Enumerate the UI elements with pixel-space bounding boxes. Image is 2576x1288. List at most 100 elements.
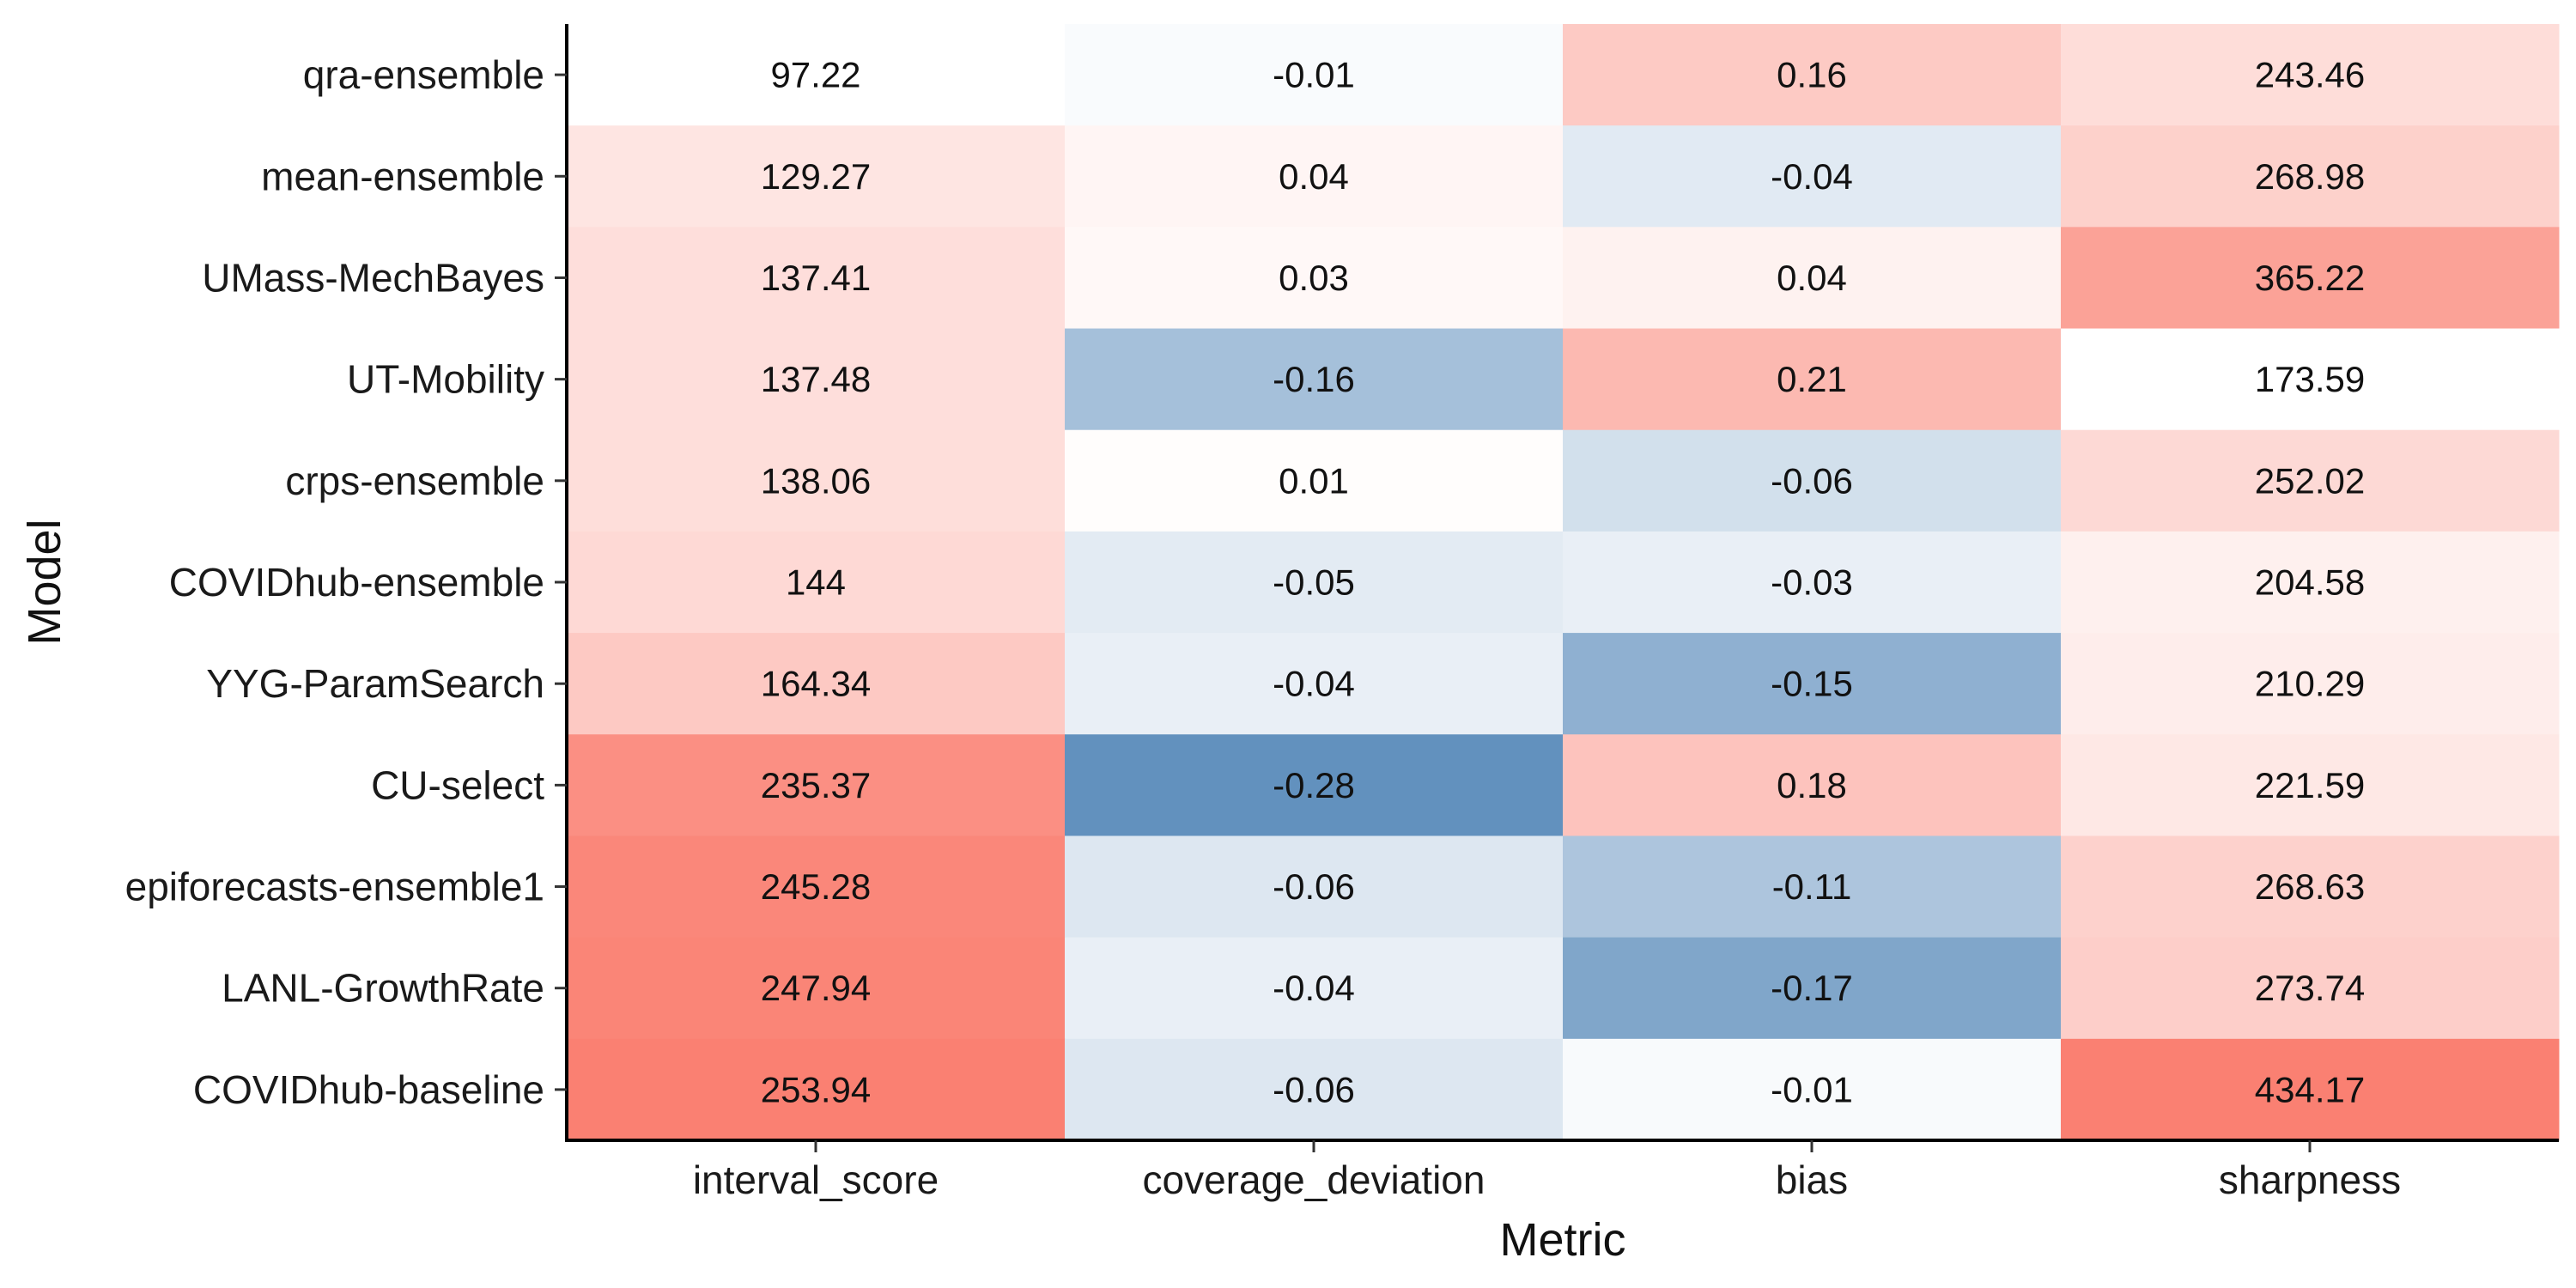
heatmap-cell — [1563, 227, 2062, 330]
heatmap-cell — [1065, 633, 1564, 735]
cell-value-label: 235.37 — [761, 765, 871, 805]
heatmap-cell — [1065, 734, 1564, 836]
heatmap-cell — [2061, 24, 2560, 126]
heatmap-cell — [567, 227, 1066, 330]
cell-value-label: 221.59 — [2255, 765, 2365, 805]
cell-value-label: 0.04 — [1279, 156, 1349, 197]
heatmap-cell — [2061, 429, 2560, 532]
x-tick-label: interval_score — [693, 1157, 939, 1202]
cell-value-label: 0.21 — [1777, 359, 1847, 399]
y-tick-label: UMass-MechBayes — [202, 255, 544, 300]
y-tick-label: COVIDhub-baseline — [193, 1067, 544, 1112]
cell-value-label: -0.04 — [1771, 156, 1853, 197]
cell-value-label: -0.04 — [1273, 968, 1355, 1008]
x-axis-ticks: interval_score coverage_deviation bias shar… — [693, 1140, 2401, 1202]
y-tick-label: epiforecasts-ensemble1 — [125, 865, 544, 909]
heatmap-cell — [1065, 937, 1564, 1040]
cell-value-label: 268.98 — [2255, 156, 2365, 197]
heatmap-cell — [2061, 734, 2560, 836]
heatmap-cell — [567, 24, 1066, 126]
heatmap-cell — [1563, 835, 2062, 939]
x-tick-label: bias — [1776, 1157, 1848, 1202]
cell-value-label: 210.29 — [2255, 664, 2365, 704]
cell-value-label: -0.17 — [1771, 968, 1853, 1008]
heatmap-cell — [2061, 227, 2560, 330]
cell-value-label: 268.63 — [2255, 866, 2365, 907]
cell-value-label: 144 — [786, 562, 846, 603]
cell-value-label: 138.06 — [761, 460, 871, 501]
heatmap-cell — [1065, 835, 1564, 939]
cell-value-label: -0.05 — [1273, 562, 1355, 603]
heatmap-cell — [1065, 125, 1564, 228]
heatmap-cell — [1563, 531, 2062, 634]
cell-value-label: -0.04 — [1273, 664, 1355, 704]
heatmap-cell — [1563, 633, 2062, 735]
cell-value-labels: 97.22 -0.01 0.16 243.46 129.27 0.04 -0.04 268.9… — [761, 55, 2365, 1110]
cell-value-label: 434.17 — [2255, 1069, 2365, 1109]
heatmap-cell — [2061, 125, 2560, 228]
heatmap-cell — [1065, 328, 1564, 431]
heatmap-cell — [567, 1038, 1066, 1141]
cell-value-label: 137.48 — [761, 359, 871, 399]
heatmap-cell — [567, 633, 1066, 735]
cell-value-label: -0.06 — [1273, 1069, 1355, 1109]
cell-value-label: -0.28 — [1273, 765, 1355, 805]
heatmap-cell — [1065, 227, 1564, 330]
cell-value-label: 0.16 — [1777, 55, 1847, 95]
heatmap-cell — [2061, 835, 2560, 939]
heatmap-cell — [1563, 24, 2062, 126]
heatmap-cell — [567, 937, 1066, 1040]
heatmap-cell — [1065, 24, 1564, 126]
x-axis-title: Metric — [1500, 1214, 1626, 1266]
cell-value-label: 0.18 — [1777, 765, 1847, 805]
cell-value-label: -0.06 — [1771, 460, 1853, 501]
cell-value-label: 129.27 — [761, 156, 871, 197]
cell-value-label: -0.11 — [1772, 866, 1852, 907]
y-tick-label: crps-ensemble — [285, 459, 544, 503]
cell-value-label: -0.03 — [1771, 562, 1853, 603]
heatmap-cell — [1563, 937, 2062, 1040]
heatmap-cell — [567, 531, 1066, 634]
cell-value-label: 164.34 — [761, 664, 871, 704]
cell-value-label: -0.06 — [1273, 866, 1355, 907]
cell-value-label: 0.01 — [1279, 460, 1349, 501]
heatmap-cell — [1563, 734, 2062, 836]
cell-value-label: 253.94 — [761, 1069, 871, 1109]
heatmap-cell — [567, 734, 1066, 836]
y-axis-title: Model — [19, 519, 70, 645]
y-tick-label: COVIDhub-ensemble — [169, 560, 544, 605]
heatmap-cell — [1563, 429, 2062, 532]
heatmap-cell — [1563, 1038, 2062, 1141]
y-axis-ticks: qra-ensemble mean-ensemble UMass-MechBayes… — [125, 52, 567, 1112]
cell-value-label: 245.28 — [761, 866, 871, 907]
cell-value-label: 273.74 — [2255, 968, 2365, 1008]
cell-value-label: -0.16 — [1273, 359, 1355, 399]
heatmap-cell — [567, 429, 1066, 532]
cell-value-label: -0.01 — [1273, 55, 1355, 95]
x-tick-label: coverage_deviation — [1143, 1157, 1485, 1202]
x-tick-label: sharpness — [2219, 1157, 2401, 1202]
heatmap-cell — [1065, 1038, 1564, 1141]
cell-value-label: 0.04 — [1777, 258, 1847, 298]
y-tick-label: LANL-GrowthRate — [222, 966, 544, 1011]
cell-value-label: 247.94 — [761, 968, 871, 1008]
heatmap-cell — [2061, 937, 2560, 1040]
heatmap-cell — [2061, 328, 2560, 431]
cell-value-label: 137.41 — [761, 258, 871, 298]
cell-value-label: 0.03 — [1279, 258, 1349, 298]
cell-value-label: 243.46 — [2255, 55, 2365, 95]
cell-value-label: -0.01 — [1771, 1069, 1853, 1109]
heatmap-cell — [1065, 531, 1564, 634]
y-tick-label: mean-ensemble — [261, 154, 544, 198]
heatmap-cells — [567, 24, 2560, 1141]
cell-value-label: 252.02 — [2255, 460, 2365, 501]
cell-value-label: 97.22 — [770, 55, 860, 95]
heatmap-cell — [567, 125, 1066, 228]
heatmap-cell — [567, 328, 1066, 431]
cell-value-label: 204.58 — [2255, 562, 2365, 603]
y-tick-label: qra-ensemble — [303, 52, 544, 97]
cell-value-label: -0.15 — [1771, 664, 1853, 704]
heatmap-cell — [567, 835, 1066, 939]
heatmap-cell — [1065, 429, 1564, 532]
